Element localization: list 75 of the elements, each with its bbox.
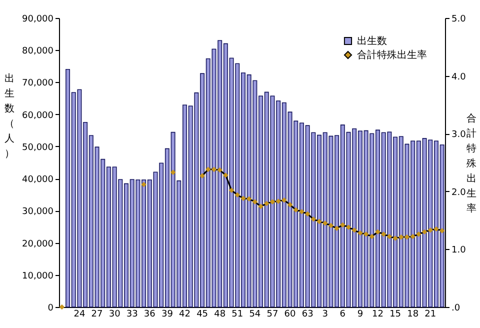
point (252, 199, 258, 204)
x-tick-label: 36 (144, 310, 156, 320)
x-tick-label: 60 (284, 310, 296, 320)
x-tick-label: 27 (91, 310, 103, 320)
point (310, 216, 316, 222)
x-tick-label: 54 (249, 310, 261, 320)
y-tick-label: 30,000 (22, 207, 54, 218)
point (422, 229, 428, 235)
y-tick-label: 70,000 (22, 78, 54, 89)
y-tick-label: 60,000 (22, 110, 54, 121)
x-tick-label: 42 (179, 310, 190, 320)
point (369, 234, 375, 240)
legend-label: 出生数 (357, 35, 387, 47)
y-tick-label: 50,000 (22, 142, 54, 153)
y2-tick-label: 1.0 (452, 246, 466, 256)
point (328, 222, 334, 228)
point (428, 227, 434, 233)
x-tick-label: 12 (372, 310, 384, 320)
x-tick-label: 57 (266, 310, 278, 320)
point (334, 226, 340, 232)
point (386, 234, 392, 240)
point (223, 172, 228, 178)
x-tick-label: 24 (74, 310, 86, 320)
point (264, 200, 270, 206)
point (293, 207, 299, 213)
y2-tick-label: .0 (452, 304, 460, 314)
point (211, 166, 217, 172)
point (416, 232, 422, 237)
y-tick-label: 80,000 (22, 46, 54, 57)
x-tick-label: 51 (232, 310, 244, 320)
point (404, 234, 410, 240)
point (340, 222, 346, 228)
point (200, 173, 205, 178)
legend-label: 合計特殊出生率 (357, 49, 427, 61)
point (59, 304, 65, 310)
point (282, 197, 287, 203)
point (234, 192, 240, 198)
x-tick-label: 45 (196, 310, 208, 320)
y-axis-title: 出生数（人） (4, 72, 14, 160)
x-tick-label: 21 (424, 310, 436, 320)
point (170, 170, 176, 175)
x-tick-label: 9 (357, 310, 364, 320)
x-tick-label: 39 (161, 310, 174, 320)
x-tick-label: 33 (126, 310, 138, 320)
y2-tick-label: 2.0 (452, 188, 466, 198)
point (276, 198, 281, 204)
point (299, 208, 304, 214)
point (375, 229, 380, 235)
point (363, 232, 369, 237)
x-tick-label: 6 (340, 310, 346, 320)
point (205, 166, 211, 172)
point (398, 234, 404, 240)
point (240, 196, 246, 201)
y2-tick-label: 4.0 (452, 72, 466, 82)
y2-tick-label: 5.0 (452, 14, 466, 24)
point (352, 227, 357, 233)
x-tick-label: 3 (322, 310, 328, 320)
y-tick-label: 40,000 (22, 175, 54, 186)
y2-axis-title: 合計特殊出生率 (466, 112, 476, 214)
x-tick-label: 15 (390, 310, 402, 320)
x-tick-label: 30 (108, 310, 121, 320)
x-tick-label: 48 (214, 310, 226, 320)
x-tick-label: 18 (407, 310, 419, 320)
y-tick-label: 0 (48, 304, 54, 314)
point (246, 196, 252, 202)
x-tick-label: 63 (302, 310, 314, 320)
point (392, 236, 398, 241)
point (322, 220, 328, 226)
y2-tick-label: 3.0 (452, 130, 466, 140)
point (304, 211, 310, 217)
point (439, 228, 445, 234)
point (380, 232, 386, 237)
y-tick-label: 10,000 (22, 271, 54, 282)
y-tick-label: 90,000 (22, 14, 54, 24)
y-tick-label: 20,000 (22, 239, 54, 250)
